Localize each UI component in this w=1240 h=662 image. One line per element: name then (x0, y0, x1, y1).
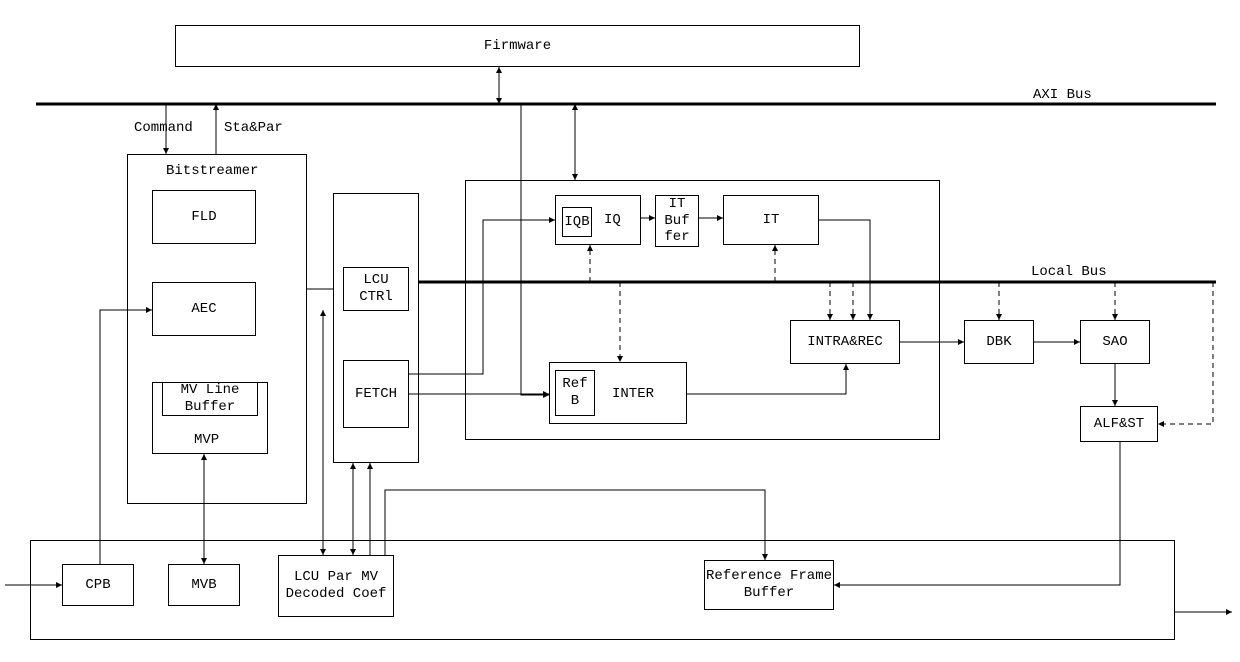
label-command: Command (134, 120, 193, 136)
box-mv_line_buffer: MV Line Buffer (162, 382, 258, 416)
box-iqb: IQB (562, 207, 592, 237)
box-sao: SAO (1080, 320, 1150, 364)
box-firmware: Firmware (175, 25, 860, 67)
box-cpb: CPB (62, 564, 134, 606)
box-fetch: FETCH (343, 360, 409, 428)
box-aec: AEC (152, 282, 256, 336)
box-lcu_par: LCU Par MV Decoded Coef (278, 555, 394, 617)
box-it_buffer: IT Buf fer (655, 195, 699, 247)
box-mvb: MVB (168, 564, 240, 606)
box-ref_frame_buffer: Reference Frame Buffer (704, 560, 834, 610)
label-local_bus: Local Bus (1031, 264, 1107, 280)
label-mvp_label: MVP (194, 432, 219, 448)
diagram-stage: Firmware FLD AEC MV Line Buffer LCU CTRl FETC… (0, 0, 1240, 662)
box-dbk: DBK (964, 320, 1034, 364)
box-intra_rec: INTRA&REC (790, 320, 900, 364)
box-fld: FLD (152, 190, 256, 244)
box-lcu_ctrl: LCU CTRl (343, 267, 409, 311)
box-it: IT (723, 195, 819, 245)
box-proc_group (465, 180, 940, 440)
label-inter_label: INTER (612, 386, 654, 402)
label-bitstreamer_title: Bitstreamer (166, 163, 258, 179)
box-alf_st: ALF&ST (1080, 406, 1158, 442)
box-ref_b: Ref B (555, 370, 595, 416)
label-axi_bus: AXI Bus (1033, 87, 1092, 103)
label-sta_par: Sta&Par (224, 120, 283, 136)
label-iq_label: IQ (604, 212, 621, 228)
edge (1158, 282, 1213, 424)
